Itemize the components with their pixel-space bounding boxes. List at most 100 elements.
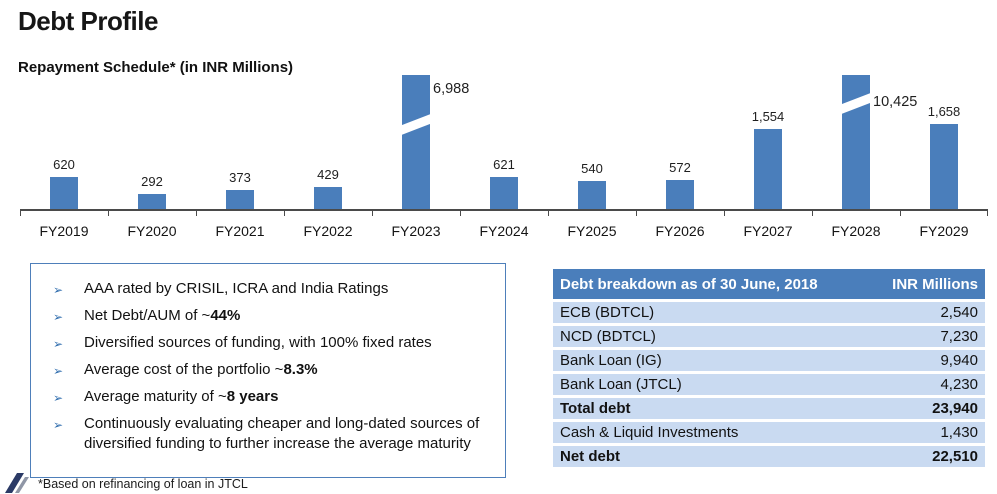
category-label: FY2019: [39, 223, 89, 239]
table-header-label: Debt breakdown as of 30 June, 2018: [553, 269, 869, 299]
chart-bar-slot: 6,988: [372, 75, 469, 209]
chart-bar-slot: 620: [20, 75, 108, 209]
chart-category-axis: FY2019 FY2020 FY2021 FY2022 FY2023 FY2024 FY20…: [20, 216, 988, 239]
highlight-item: ➢ Average cost of the portfolio ~8.3%: [53, 360, 497, 381]
chart-bar-slot: 1,554: [724, 75, 812, 209]
highlight-text: AAA rated by CRISIL, ICRA and India Rati…: [84, 280, 389, 297]
category-label: FY2021: [215, 223, 265, 239]
axis-tick: [372, 211, 373, 216]
category-label: FY2027: [743, 223, 793, 239]
bar-fy2022: [314, 187, 342, 209]
table-body: ECB (BDTCL) 2,540 NCD (BDTCL) 7,230 Bank Loa…: [553, 302, 985, 467]
axis-tick: [284, 211, 285, 216]
arrowhead-bullet-icon: ➢: [53, 283, 64, 297]
bar-fy2021: [226, 190, 254, 209]
axis-tick: [20, 211, 21, 216]
arrowhead-bullet-icon: ➢: [53, 310, 64, 324]
arrowhead-bullet-icon: ➢: [53, 391, 64, 405]
bar-fy2028: [832, 75, 880, 209]
row-value: 2,540: [868, 302, 985, 323]
chart-bar-slot: 292: [108, 75, 196, 209]
highlight-item: ➢ Diversified sources of funding, with 10…: [53, 333, 497, 354]
row-value: 22,510: [868, 446, 985, 467]
axis-tick: [724, 211, 725, 216]
row-label: Bank Loan (JTCL): [553, 374, 869, 395]
category-label: FY2024: [479, 223, 529, 239]
highlight-item: ➢ AAA rated by CRISIL, ICRA and India Rat…: [53, 279, 497, 300]
row-label: Net debt: [553, 446, 869, 467]
bar-value-label: 373: [229, 170, 251, 185]
category-label: FY2029: [919, 223, 969, 239]
highlight-text: Continuously evaluating cheaper and long…: [84, 415, 480, 452]
bar-value-label: 10,425: [873, 94, 918, 110]
chart-bar-slot: 429: [284, 75, 372, 209]
axis-tick: [548, 211, 549, 216]
chart-bar-slot: 373: [196, 75, 284, 209]
row-value: 23,940: [868, 398, 985, 419]
chart-axis-ticks: [20, 211, 988, 216]
bar-fy2027: [754, 129, 782, 209]
chart-bar-slot: 621: [460, 75, 548, 209]
bar-fy2026: [666, 180, 694, 209]
arrowhead-bullet-icon: ➢: [53, 337, 64, 351]
highlight-text: Average cost of the portfolio ~8.3%: [84, 361, 318, 378]
row-label: NCD (BDTCL): [553, 326, 869, 347]
chart-title: Repayment Schedule* (in INR Millions): [18, 59, 294, 76]
table-row: Cash & Liquid Investments 1,430: [553, 422, 985, 443]
highlight-item: ➢ Continuously evaluating cheaper and lon…: [53, 414, 497, 454]
axis-tick: [899, 211, 901, 216]
axis-tick: [987, 211, 988, 216]
arrowhead-bullet-icon: ➢: [53, 364, 64, 378]
arrowhead-bullet-icon: ➢: [53, 418, 64, 432]
chart-bar-slot: 572: [636, 75, 724, 209]
axis-break-mark: [392, 112, 440, 137]
bar-value-label: 621: [493, 157, 515, 172]
highlight-item: ➢ Average maturity of ~8 years: [53, 387, 497, 408]
bar-value-label: 1,658: [927, 104, 961, 119]
chart-bar-slot: 10,425: [812, 75, 917, 209]
bar-fy2019: [50, 177, 78, 209]
row-value: 9,940: [868, 350, 985, 371]
category-label: FY2022: [303, 223, 353, 239]
row-value: 1,430: [868, 422, 985, 443]
row-label: Cash & Liquid Investments: [553, 422, 869, 443]
debt-breakdown-table: Debt breakdown as of 30 June, 2018 INR M…: [553, 266, 985, 470]
row-label: ECB (BDTCL): [553, 302, 869, 323]
table-header-row: Debt breakdown as of 30 June, 2018 INR M…: [553, 269, 985, 299]
bar-value-label: 620: [53, 157, 75, 172]
repayment-schedule-chart: 620 292 373 429 6,988 621 540 572 1,554 10,425 1,6…: [20, 75, 988, 239]
highlight-text: Average maturity of ~8 years: [84, 388, 279, 405]
table-row: Net debt 22,510: [553, 446, 985, 467]
axis-tick: [636, 211, 637, 216]
bar-fy2029: [930, 124, 958, 209]
axis-tick: [812, 211, 813, 216]
row-label: Total debt: [553, 398, 869, 419]
chart-bar-slot: 540: [548, 75, 636, 209]
bar-fy2020: [138, 194, 166, 209]
bar-value-label: 540: [581, 161, 603, 176]
axis-tick: [196, 211, 197, 216]
category-label: FY2023: [391, 223, 441, 239]
company-logo-icon: [5, 473, 29, 493]
bar-value-label: 429: [317, 167, 339, 182]
bar-value-label: 1,554: [751, 109, 785, 124]
highlight-text: Diversified sources of funding, with 100…: [84, 334, 432, 351]
axis-tick: [108, 211, 109, 216]
category-label: FY2028: [831, 223, 881, 239]
bar-fy2024: [490, 177, 518, 209]
debt-breakdown-table-wrap: Debt breakdown as of 30 June, 2018 INR M…: [553, 266, 985, 470]
chart-plot: 620 292 373 429 6,988 621 540 572 1,554 10,425 1,6…: [20, 75, 988, 211]
table-row: ECB (BDTCL) 2,540: [553, 302, 985, 323]
row-value: 4,230: [868, 374, 985, 395]
table-row: Total debt 23,940: [553, 398, 985, 419]
category-label: FY2020: [127, 223, 177, 239]
chart-bar-slot: 1,658: [900, 75, 988, 209]
category-label: FY2026: [655, 223, 705, 239]
axis-tick: [459, 211, 461, 216]
highlight-item: ➢ Net Debt/AUM of ~44%: [53, 306, 497, 327]
bar-value-label: 572: [669, 160, 691, 175]
highlights-list: ➢ AAA rated by CRISIL, ICRA and India Rat…: [53, 279, 497, 454]
table-row: Bank Loan (IG) 9,940: [553, 350, 985, 371]
bar-fy2023: [392, 75, 440, 209]
